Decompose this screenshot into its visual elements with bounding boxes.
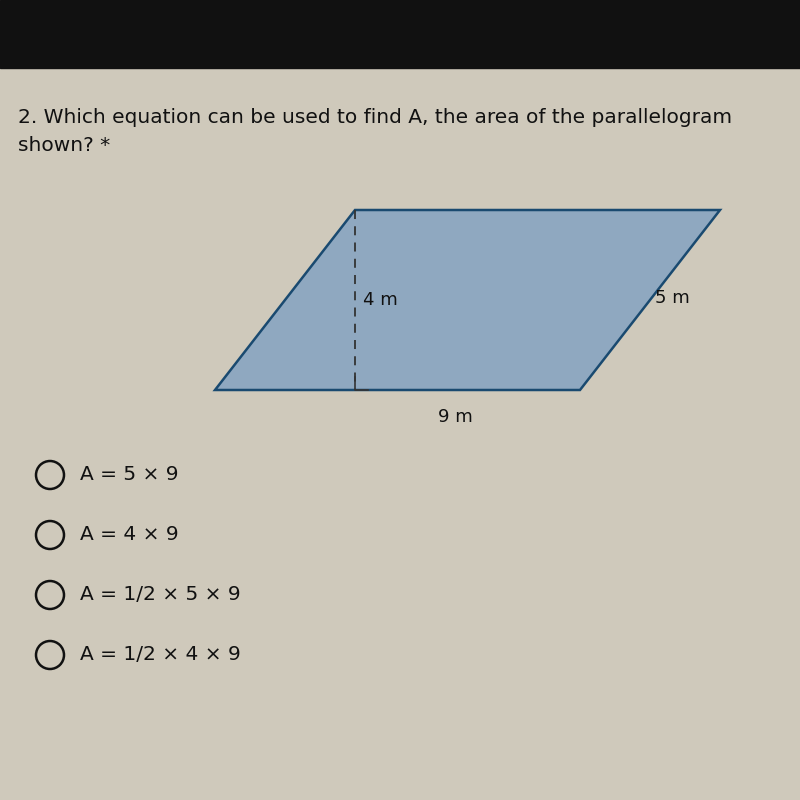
- Text: A = 1/2 × 5 × 9: A = 1/2 × 5 × 9: [80, 586, 241, 605]
- Text: 2. Which equation can be used to find A, the area of the parallelogram: 2. Which equation can be used to find A,…: [18, 108, 732, 127]
- Text: A = 4 × 9: A = 4 × 9: [80, 526, 178, 545]
- Text: A = 1/2 × 4 × 9: A = 1/2 × 4 × 9: [80, 646, 241, 665]
- Polygon shape: [215, 210, 720, 390]
- Text: 5 m: 5 m: [655, 289, 690, 307]
- Text: A = 5 × 9: A = 5 × 9: [80, 466, 178, 485]
- Text: 4 m: 4 m: [363, 291, 398, 309]
- Bar: [0, 0, 800, 68]
- Text: shown? *: shown? *: [18, 136, 110, 155]
- Text: 9 m: 9 m: [438, 408, 472, 426]
